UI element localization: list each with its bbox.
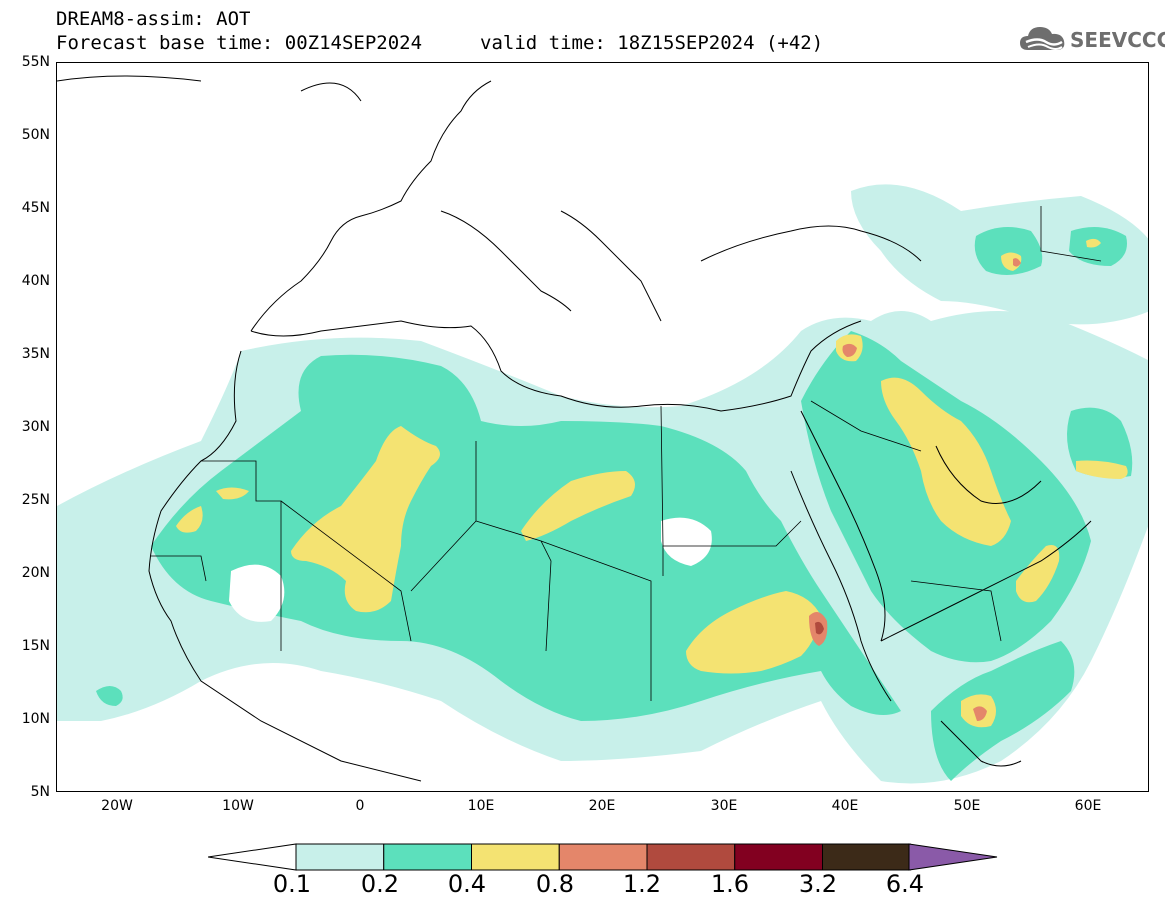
seevccc-logo: SEEVCCC	[1018, 22, 1165, 58]
colorbar-box	[822, 843, 911, 871]
colorbar-under-triangle	[208, 843, 297, 871]
colorbar-label: 1.2	[622, 870, 662, 898]
lon-label: 60E	[1074, 798, 1102, 814]
colorbar-label: 0.8	[535, 870, 575, 898]
country-borders	[151, 206, 1102, 701]
aot-level-1.2	[815, 621, 824, 635]
colorbar	[208, 843, 998, 871]
lat-label: 15N	[21, 638, 50, 654]
lat-label: 10N	[21, 711, 50, 727]
lon-label: 0	[355, 798, 365, 814]
colorbar-label: 6.4	[885, 870, 925, 898]
lat-label: 5N	[30, 784, 50, 800]
lat-label: 30N	[21, 419, 50, 435]
cloud-icon	[1020, 27, 1065, 50]
map-title: DREAM8-assim: AOT	[56, 8, 251, 30]
colorbar-over-triangle	[908, 843, 998, 871]
map-canvas	[57, 75, 1148, 784]
colorbar-box	[646, 843, 736, 871]
lat-label: 35N	[21, 346, 50, 362]
lat-label: 20N	[21, 565, 50, 581]
colorbar-box	[734, 843, 823, 871]
colorbar-box	[295, 843, 385, 871]
lon-label: 20E	[588, 798, 616, 814]
valid-time: valid time: 18Z15SEP2024 (+42)	[480, 32, 824, 54]
colorbar-label: 0.4	[447, 870, 487, 898]
aot-map[interactable]	[56, 62, 1149, 792]
colorbar-label: 0.2	[360, 870, 400, 898]
colorbar-label: 0.1	[272, 870, 312, 898]
lon-label: 30E	[710, 798, 738, 814]
forecast-base-time: Forecast base time: 00Z14SEP2024	[56, 32, 423, 54]
lon-label: 10W	[222, 798, 254, 814]
lon-label: 20W	[101, 798, 133, 814]
colorbar-box	[383, 843, 472, 871]
lon-label: 10E	[467, 798, 495, 814]
lat-label: 50N	[21, 127, 50, 143]
clear-areas	[229, 517, 712, 622]
lon-label: 40E	[831, 798, 859, 814]
colorbar-box	[558, 843, 648, 871]
colorbar-label: 1.6	[710, 870, 750, 898]
lat-label: 55N	[21, 54, 50, 70]
colorbar-box	[471, 843, 560, 871]
logo-text: SEEVCCC	[1070, 28, 1165, 52]
aot-level-0.4	[176, 238, 1128, 728]
coastlines	[57, 75, 1092, 782]
lat-label: 40N	[21, 273, 50, 289]
lat-label: 25N	[21, 492, 50, 508]
colorbar-boxes	[295, 843, 911, 871]
lon-label: 50E	[953, 798, 981, 814]
lat-label: 45N	[21, 200, 50, 216]
colorbar-label: 3.2	[798, 870, 838, 898]
